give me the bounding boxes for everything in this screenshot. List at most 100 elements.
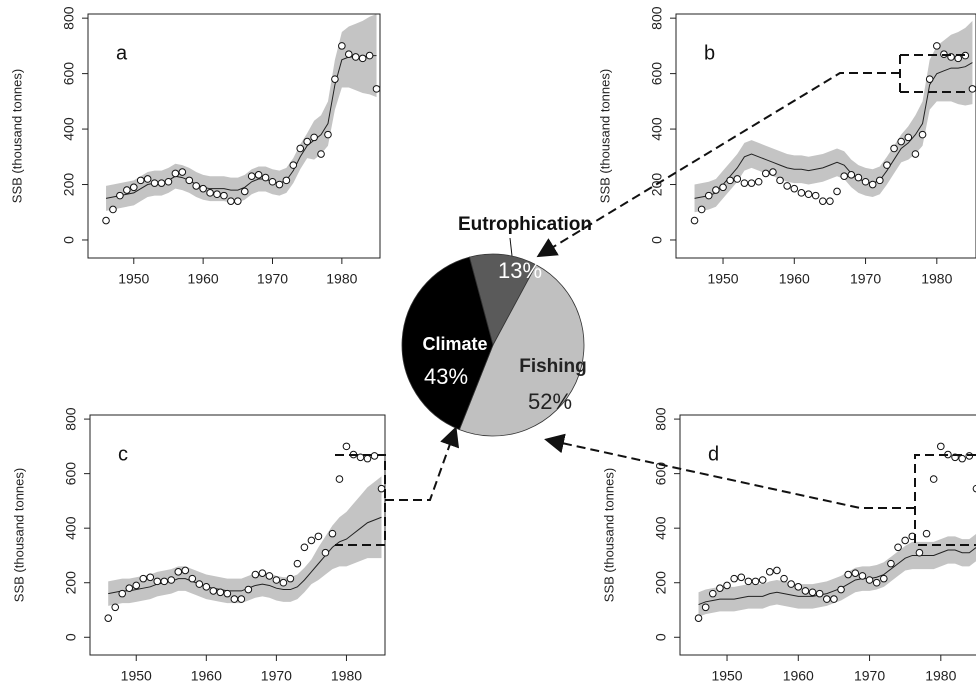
observation <box>890 144 898 153</box>
arrow <box>536 72 900 258</box>
axes-box <box>87 13 381 259</box>
observation <box>356 453 365 462</box>
y-tick-label: 0 <box>653 633 669 641</box>
x-tick-label: 1950 <box>118 271 149 287</box>
observation <box>694 614 703 622</box>
observation <box>719 183 727 192</box>
observation <box>116 191 124 200</box>
observation <box>790 184 799 193</box>
observation <box>109 205 117 214</box>
observation <box>883 161 891 169</box>
pie-slice <box>468 253 537 347</box>
arrow <box>385 426 460 501</box>
observation <box>780 574 788 583</box>
observation <box>751 577 760 586</box>
observation <box>787 580 795 588</box>
observation <box>216 588 225 597</box>
observation <box>129 183 138 192</box>
observation <box>880 574 888 583</box>
observation <box>844 570 852 579</box>
observation <box>972 484 976 493</box>
observation <box>335 475 344 483</box>
observation <box>730 574 738 583</box>
observation <box>872 578 881 587</box>
observation <box>314 532 323 541</box>
x-tick-label: 1980 <box>925 668 956 684</box>
observation <box>865 576 874 584</box>
y-tick-label: 800 <box>649 6 665 30</box>
y-tick-label: 200 <box>63 571 79 595</box>
observation <box>331 75 339 83</box>
observation <box>783 182 791 190</box>
observation <box>733 175 742 183</box>
arrow <box>544 433 915 509</box>
observation <box>300 543 309 552</box>
pie-slice <box>458 264 585 437</box>
observation <box>261 173 270 182</box>
observation <box>195 580 204 588</box>
slice-value-label: 43% <box>424 364 468 389</box>
observation <box>697 205 706 214</box>
observation <box>220 191 228 200</box>
observation <box>830 595 838 603</box>
observation <box>174 568 183 576</box>
observation <box>146 573 155 582</box>
observation <box>372 85 380 93</box>
x-tick-label: 1950 <box>707 271 738 287</box>
observation <box>761 169 770 178</box>
y-tick-label: 800 <box>653 407 669 431</box>
observation <box>181 566 190 575</box>
panel-label: d <box>708 443 719 465</box>
observation <box>213 190 221 199</box>
slice-name: Climate <box>422 334 487 354</box>
observation <box>776 176 784 185</box>
observation <box>758 576 767 584</box>
observation <box>102 216 110 225</box>
observation <box>132 581 141 590</box>
observation <box>160 577 169 586</box>
panel-label: a <box>116 42 128 64</box>
observation <box>854 173 863 182</box>
observation <box>143 175 152 183</box>
observation <box>815 589 824 598</box>
observation <box>954 54 962 63</box>
observation <box>840 172 848 181</box>
y-tick-label: 800 <box>61 6 77 30</box>
observation <box>929 475 938 483</box>
y-tick-label: 0 <box>61 236 77 244</box>
observation <box>310 133 318 142</box>
observation <box>223 589 232 598</box>
observation <box>826 197 834 205</box>
observation <box>808 588 817 597</box>
observation <box>744 577 753 586</box>
observation <box>837 585 845 594</box>
observation <box>925 75 934 83</box>
observation <box>258 569 267 577</box>
observation <box>139 574 148 583</box>
slice-name: Fishing <box>519 356 587 377</box>
observation <box>321 548 330 557</box>
observation <box>968 85 976 93</box>
observation <box>818 197 827 205</box>
observation <box>185 176 194 185</box>
y-tick-label: 400 <box>61 117 77 141</box>
observation <box>726 176 734 185</box>
y-tick-label: 400 <box>63 516 79 540</box>
confidence-band <box>106 14 377 211</box>
x-tick-label: 1950 <box>711 668 742 684</box>
label-pointer <box>509 237 513 257</box>
observation <box>265 572 274 580</box>
observation <box>861 177 870 186</box>
observation <box>282 176 291 185</box>
observation <box>747 179 756 187</box>
observation <box>911 150 920 158</box>
x-tick-label: 1960 <box>188 271 219 287</box>
y-tick-label: 800 <box>63 407 79 431</box>
confidence-band <box>698 533 976 617</box>
observation <box>303 137 311 146</box>
observation <box>307 536 316 545</box>
y-tick-label: 200 <box>653 571 669 595</box>
observation <box>894 543 902 552</box>
